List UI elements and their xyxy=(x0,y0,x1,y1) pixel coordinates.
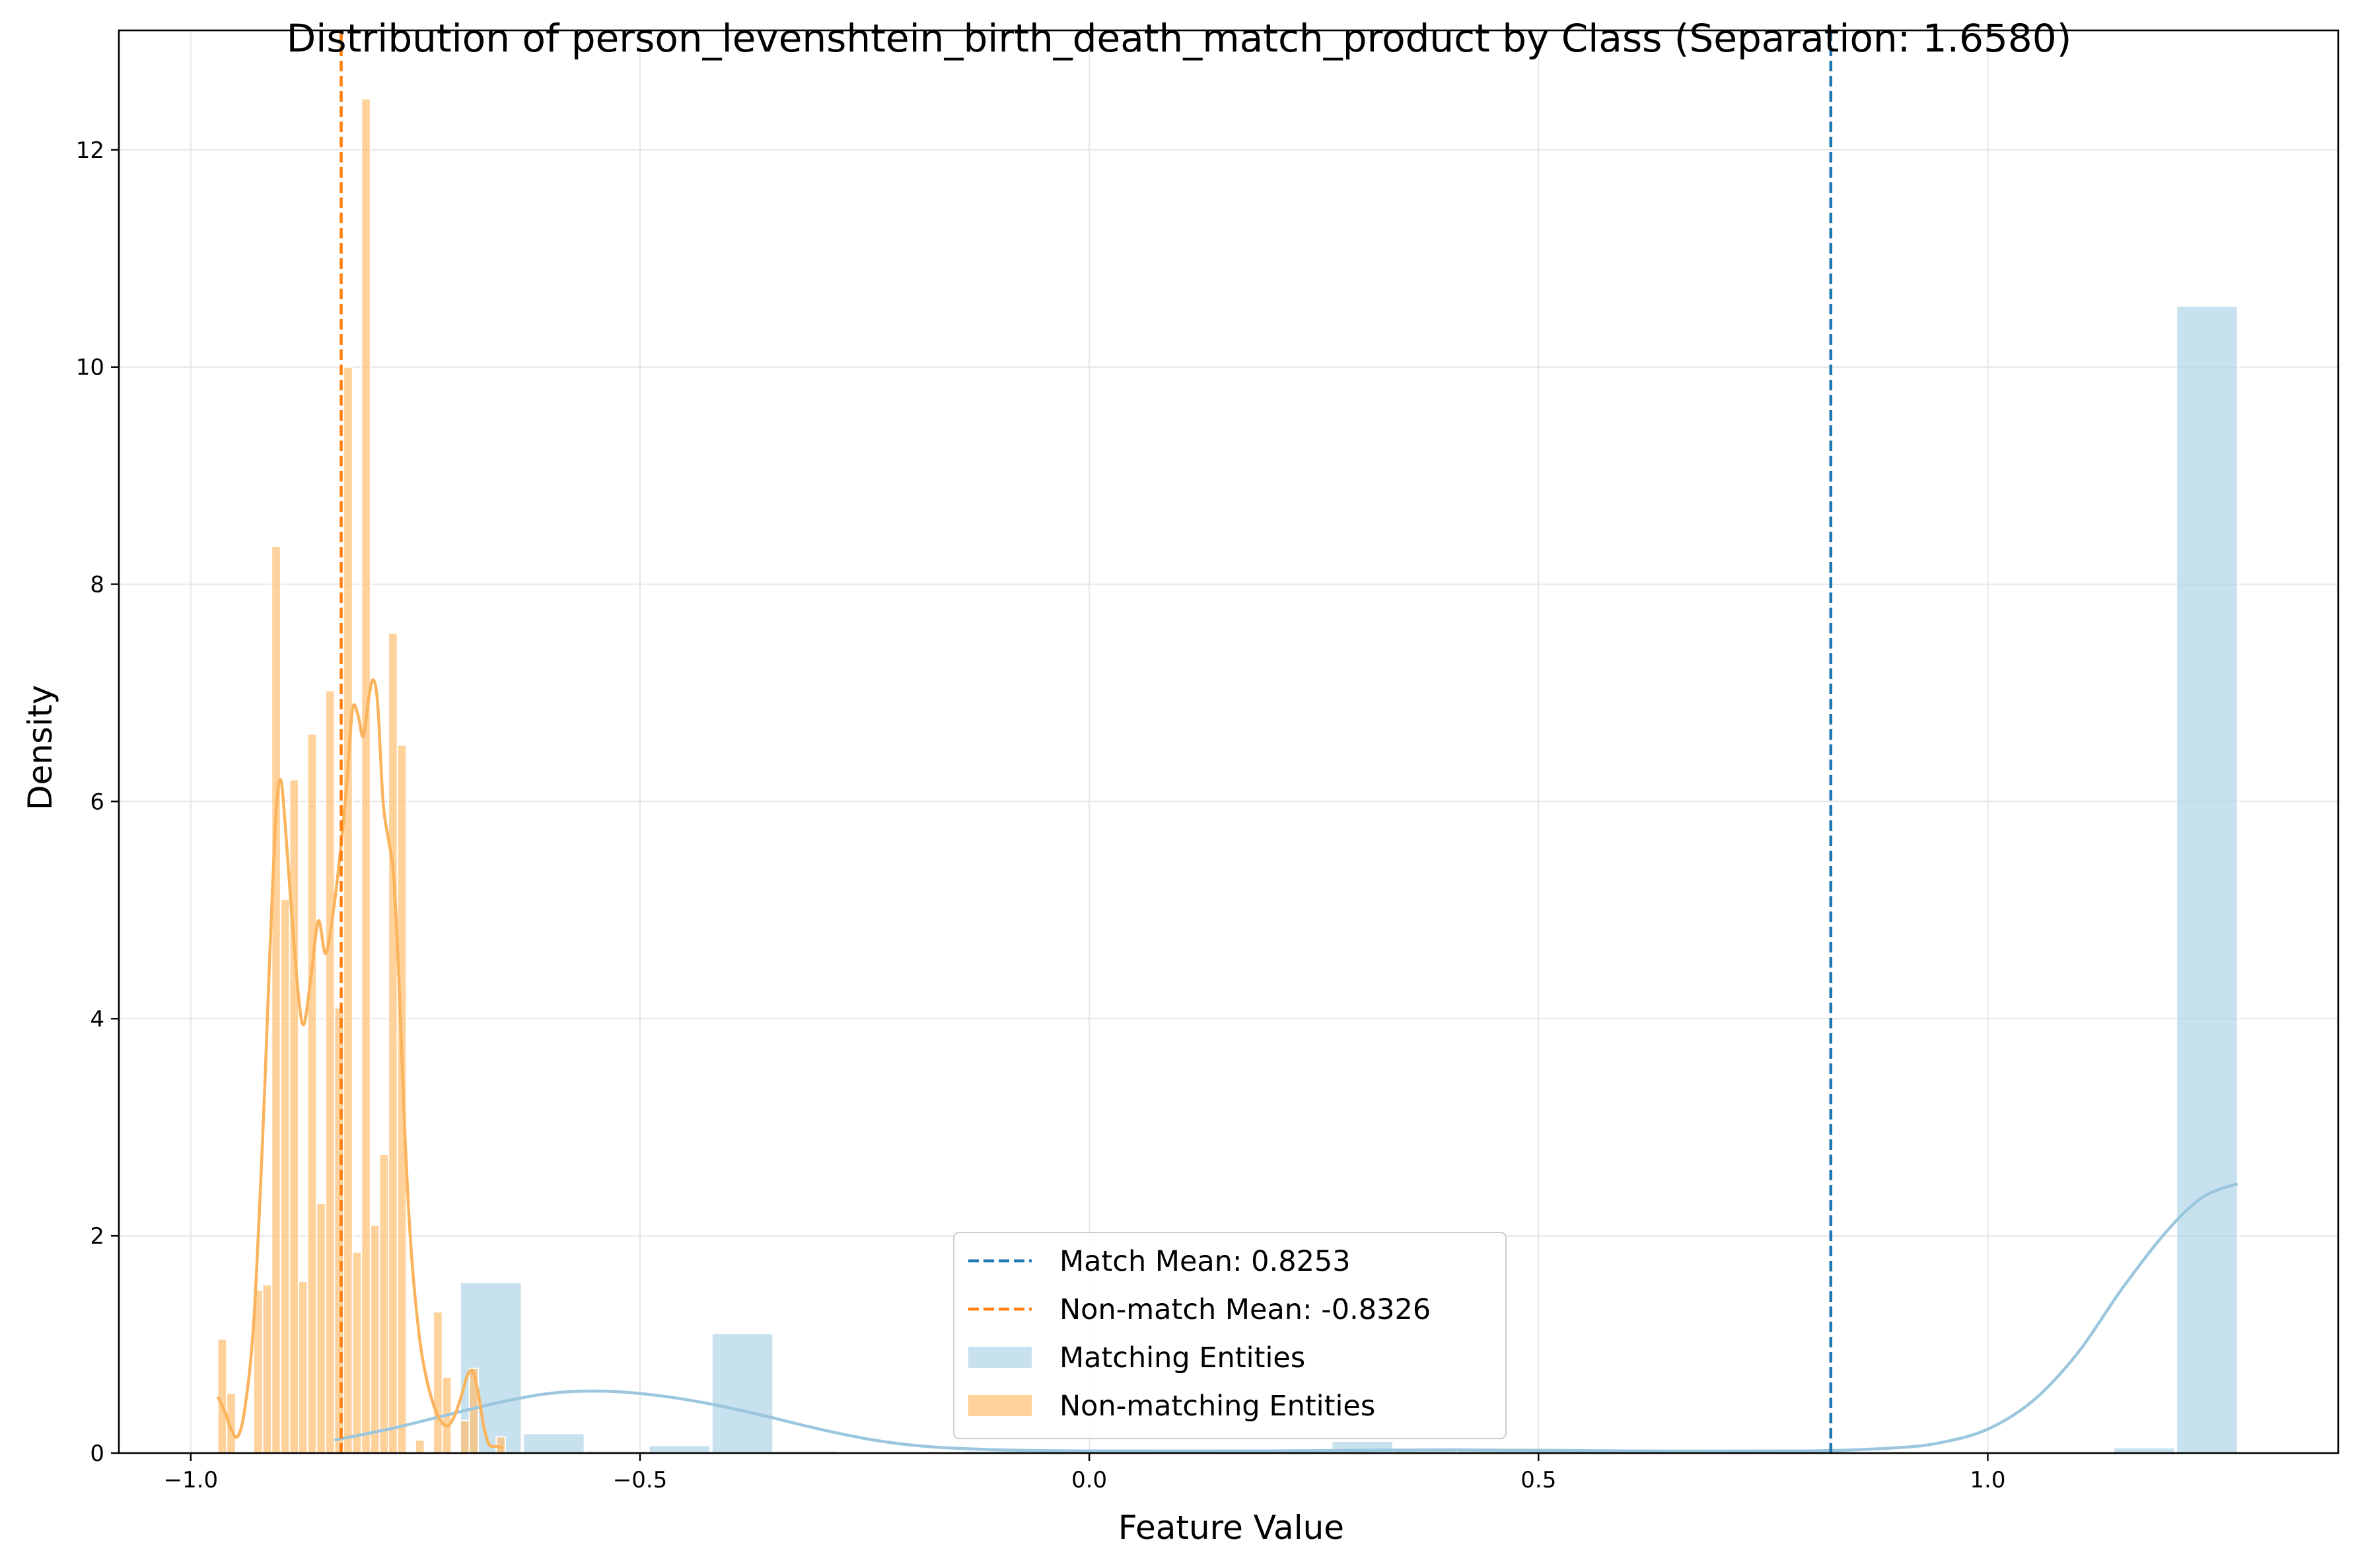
nonmatch-hist-bar xyxy=(298,1281,308,1454)
nonmatch-hist-bar xyxy=(378,1153,390,1454)
y-axis-label: Density xyxy=(21,685,59,810)
x-axis-label: Feature Value xyxy=(1118,1509,1344,1547)
y-tick-label: 0 xyxy=(90,1441,104,1467)
nonmatch-hist-bar xyxy=(433,1311,443,1454)
match-kde-curve xyxy=(334,1182,2238,1453)
y-tick-label: 2 xyxy=(90,1223,104,1250)
legend: Match Mean: 0.8253 Non-match Mean: -0.832… xyxy=(953,1232,1507,1439)
nonmatch-hist-bar xyxy=(271,546,281,1454)
nonmatch-hist-bar xyxy=(396,744,408,1454)
nonmatch-kde-curve xyxy=(216,678,504,1450)
nonmatch-hist-bar xyxy=(495,1436,506,1454)
nonmatch-hist-bar xyxy=(343,366,353,1454)
nonmatch-hist-bar xyxy=(361,98,371,1454)
match-hist-bar xyxy=(648,1444,711,1454)
legend-match-label: Matching Entities xyxy=(1059,1341,1305,1374)
y-tick-label: 6 xyxy=(90,789,104,815)
nonmatch-hist-bar xyxy=(351,1251,363,1454)
match-hist-bar xyxy=(711,1333,774,1454)
match-hist-bar xyxy=(522,1433,585,1454)
nonmatch-hist-bar xyxy=(414,1439,425,1454)
x-tick-label: −1.0 xyxy=(164,1467,219,1493)
legend-nonmatch-swatch xyxy=(968,1395,1032,1416)
nonmatch-hist-bar xyxy=(324,690,336,1454)
chart-title: Distribution of person_levenshtein_birth… xyxy=(287,16,2072,61)
nonmatch-hist-bar xyxy=(279,898,291,1454)
nonmatch-hist-bar xyxy=(459,1419,470,1454)
nonmatch-hist-bar xyxy=(388,632,398,1454)
legend-match-swatch xyxy=(968,1347,1032,1368)
y-tick-label: 10 xyxy=(76,355,104,381)
legend-nonmatch-label: Non-matching Entities xyxy=(1059,1390,1375,1423)
nonmatch-hist-bar xyxy=(262,1284,273,1454)
y-tick-label: 8 xyxy=(90,572,104,598)
legend-nonmatch-mean-label: Non-match Mean: -0.8326 xyxy=(1059,1293,1431,1326)
y-tick-label: 12 xyxy=(76,137,104,164)
legend-match-mean-label: Match Mean: 0.8253 xyxy=(1059,1245,1351,1278)
nonmatch-hist-bar xyxy=(306,733,318,1454)
x-tick-label: 1.0 xyxy=(1970,1467,2005,1493)
y-tick-label: 4 xyxy=(90,1006,104,1032)
match-hist-bar xyxy=(2176,305,2238,1454)
nonmatch-hist-bar xyxy=(316,1202,326,1454)
x-tick-label: 0.5 xyxy=(1520,1467,1556,1493)
grid xyxy=(119,30,2338,1454)
x-tick-label: −0.5 xyxy=(613,1467,668,1493)
y-axis-ticks: 0 2 4 6 8 10 12 xyxy=(76,137,119,1467)
nonmatch-hist-bar xyxy=(369,1224,380,1454)
plot-frame xyxy=(118,29,2340,1454)
mean-lines xyxy=(339,30,1833,1453)
x-tick-label: 0.0 xyxy=(1071,1467,1107,1493)
kde-curves xyxy=(216,678,2238,1453)
legend-box xyxy=(953,1232,1507,1439)
nonmatch-hist-bar xyxy=(289,779,300,1454)
x-axis-ticks: −1.0 −0.5 0.0 0.5 1.0 xyxy=(164,1453,2006,1493)
nonmatching-histogram xyxy=(217,98,506,1454)
